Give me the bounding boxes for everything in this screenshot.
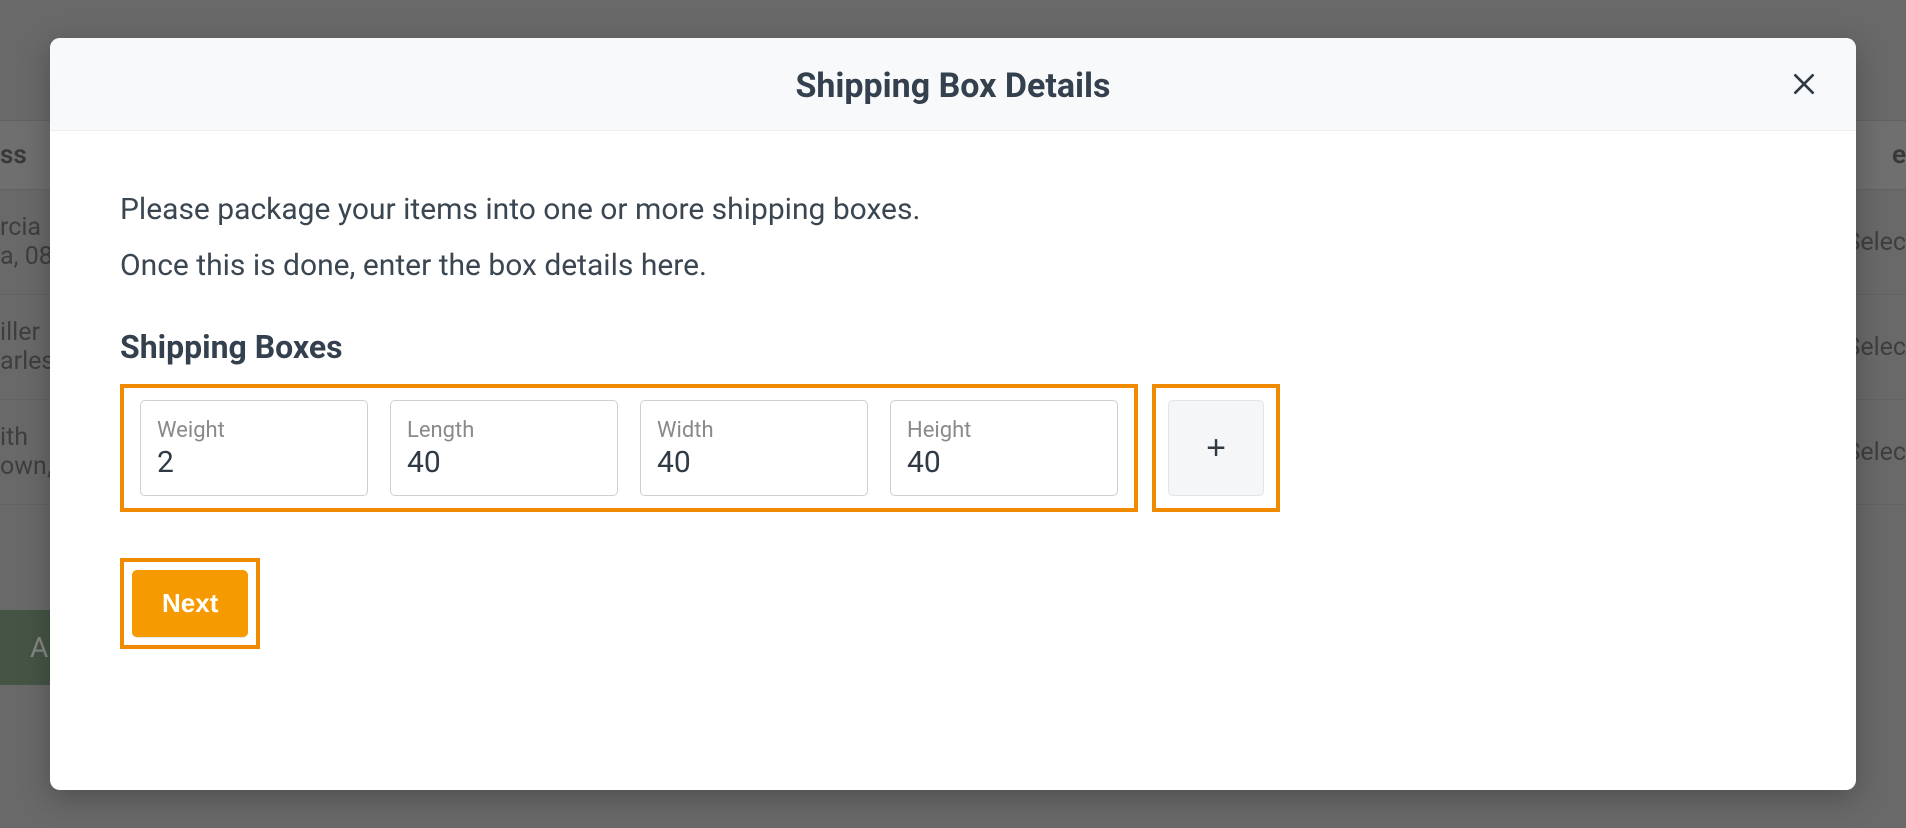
- shipping-boxes-heading: Shipping Boxes: [120, 328, 1786, 366]
- width-input[interactable]: [657, 445, 851, 480]
- plus-icon: +: [1206, 429, 1226, 468]
- weight-input[interactable]: [157, 445, 351, 480]
- add-box-button[interactable]: +: [1168, 400, 1264, 496]
- weight-field[interactable]: Weight: [140, 400, 368, 496]
- next-button-label: Next: [162, 588, 218, 618]
- close-icon: [1791, 71, 1817, 97]
- length-label: Length: [407, 418, 601, 443]
- weight-label: Weight: [157, 418, 351, 443]
- modal-title: Shipping Box Details: [795, 66, 1110, 106]
- length-field[interactable]: Length: [390, 400, 618, 496]
- instruction-line-1: Please package your items into one or mo…: [120, 186, 1786, 234]
- box-row: Weight Length Width Height +: [120, 384, 1786, 512]
- height-field[interactable]: Height: [890, 400, 1118, 496]
- next-button[interactable]: Next: [132, 570, 248, 637]
- add-box-highlight: +: [1152, 384, 1280, 512]
- modal-body: Please package your items into one or mo…: [50, 131, 1856, 689]
- box-inputs-highlight: Weight Length Width Height: [120, 384, 1138, 512]
- close-button[interactable]: [1784, 64, 1824, 104]
- modal-header: Shipping Box Details: [50, 38, 1856, 131]
- width-label: Width: [657, 418, 851, 443]
- height-input[interactable]: [907, 445, 1101, 480]
- instruction-line-2: Once this is done, enter the box details…: [120, 242, 1786, 290]
- width-field[interactable]: Width: [640, 400, 868, 496]
- length-input[interactable]: [407, 445, 601, 480]
- next-button-highlight: Next: [120, 558, 260, 649]
- shipping-box-modal: Shipping Box Details Please package your…: [50, 38, 1856, 790]
- height-label: Height: [907, 418, 1101, 443]
